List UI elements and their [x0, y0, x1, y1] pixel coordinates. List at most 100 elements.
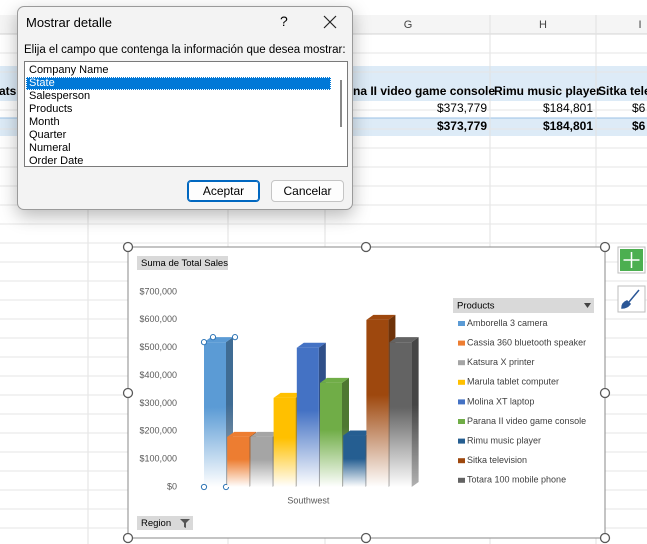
close-button[interactable] [323, 15, 337, 29]
field-item[interactable]: Salesperson [29, 90, 91, 102]
series-selection-handle [209, 334, 217, 341]
column-header: H [539, 19, 547, 31]
bar-side [411, 337, 419, 487]
prompt: Elija el campo que contenga la informaci… [24, 44, 346, 56]
legend-label: Parana II video game console [467, 416, 586, 426]
close-icon [323, 15, 337, 29]
chart-selection-handle[interactable] [599, 241, 611, 253]
plus-icon [623, 252, 640, 268]
bar[interactable] [250, 436, 273, 487]
bar[interactable] [389, 342, 412, 487]
y-tick-label: $300,000 [139, 398, 177, 408]
total-cell: $6 [632, 119, 646, 133]
bar-side-shade [411, 337, 419, 487]
bar-top [320, 377, 349, 383]
chart-title: Suma de Total Sales [141, 258, 228, 269]
legend-label: Molina XT laptop [467, 396, 534, 406]
series-selection-handle [231, 334, 239, 341]
help-button[interactable]: ? [280, 13, 288, 29]
legend-title: Products [457, 301, 495, 312]
field-list[interactable]: Order Date Numeral Quarter Month Products Sal… [24, 61, 348, 167]
row-label-header: na II video game console [353, 84, 495, 98]
legend-marker [458, 321, 465, 326]
legend-header-box [453, 298, 594, 313]
bar[interactable] [204, 342, 226, 487]
y-tick-label: $200,000 [139, 426, 177, 436]
row-label-header: Sitka tele [598, 84, 647, 98]
cancel-button[interactable]: Cancelar [271, 180, 344, 202]
filter-icon [180, 519, 190, 528]
bar[interactable] [296, 347, 319, 487]
legend-marker [458, 458, 465, 464]
legend-marker [458, 340, 465, 346]
x-tick-label: Southwest [287, 495, 330, 505]
field-item[interactable]: Products [29, 103, 73, 115]
field-item[interactable]: Month [29, 116, 60, 128]
bar[interactable] [343, 435, 366, 487]
chart-selection-handle[interactable] [122, 241, 134, 253]
series-selection-handle [200, 483, 208, 491]
column-header: G [404, 19, 413, 31]
column-header: I [638, 19, 641, 31]
bar-top [227, 431, 257, 437]
chart-selection-handle[interactable] [599, 532, 611, 544]
value-cell: $184,801 [543, 101, 593, 115]
y-tick-label: $700,000 [139, 286, 177, 296]
total-cell: $373,779 [437, 119, 487, 133]
y-tick-label: $400,000 [139, 370, 177, 380]
bar-top [366, 314, 396, 320]
y-tick-label: $100,000 [139, 454, 177, 464]
row-label-header: Rimu music player [494, 84, 601, 98]
chart-selection-handle[interactable] [122, 387, 134, 399]
field-item[interactable]: Order Date [29, 155, 84, 167]
chart: Suma de Total Sales $0 $100,000 $200,000 $30… [122, 241, 611, 544]
value-cell: $373,779 [437, 101, 487, 115]
legend-marker [458, 360, 465, 366]
legend-label: Sitka television [467, 455, 527, 465]
bar-top [273, 392, 303, 398]
ok-button[interactable]: Aceptar [187, 180, 260, 202]
y-tick-label: $500,000 [139, 342, 177, 352]
bar[interactable] [227, 436, 250, 487]
bar[interactable] [273, 397, 296, 487]
bar-top [343, 430, 373, 436]
bar-top [250, 431, 280, 437]
bar-top [296, 342, 326, 348]
total-cell: $184,801 [543, 119, 593, 133]
legend-marker [458, 438, 465, 444]
legend-label: Totara 100 mobile phone [467, 475, 566, 485]
field-item[interactable]: Company Name [29, 64, 109, 76]
legend-label: Marula tablet computer [467, 377, 559, 387]
bar[interactable] [320, 382, 342, 487]
field-item[interactable]: Numeral [29, 142, 71, 154]
scroll-thumb[interactable] [340, 80, 342, 127]
legend-label: Cassia 360 bluetooth speaker [467, 337, 586, 347]
chart-selection-handle[interactable] [599, 387, 611, 399]
legend-label: Amborella 3 camera [467, 318, 548, 328]
chart-selection-handle[interactable] [122, 532, 134, 544]
legend-marker [458, 419, 465, 424]
legend-marker [458, 399, 465, 405]
legend-label: Rimu music player [467, 435, 541, 445]
field-item[interactable]: State [26, 77, 331, 90]
y-tick-label: $600,000 [139, 314, 177, 324]
legend-marker [458, 477, 465, 483]
chart-selection-handle[interactable] [360, 532, 372, 544]
bar-top [389, 337, 419, 343]
bar[interactable] [366, 319, 389, 487]
legend-marker [458, 379, 465, 385]
legend-dropdown[interactable] [584, 303, 591, 308]
filter-button[interactable] [137, 516, 193, 530]
chart-selection-handle[interactable] [360, 241, 372, 253]
brush-icon [621, 289, 640, 309]
dialog-title: Mostrar detalle [26, 15, 112, 30]
series-selection-handle [200, 339, 208, 346]
y-tick-label: $0 [167, 481, 177, 491]
filter-label: Region [141, 518, 171, 529]
field-item[interactable]: Quarter [29, 129, 67, 141]
value-cell: $6 [632, 101, 646, 115]
legend-label: Katsura X printer [467, 357, 535, 367]
